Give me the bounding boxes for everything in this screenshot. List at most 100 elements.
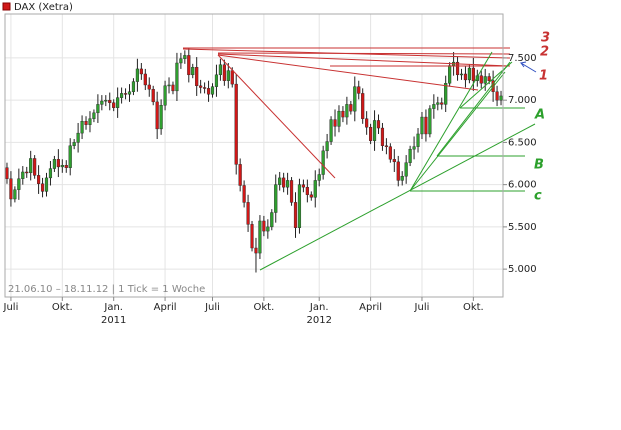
candle-body (361, 93, 365, 119)
candle-body (44, 177, 49, 192)
candle-body (52, 159, 56, 169)
trend-lines (182, 47, 537, 271)
candle-body (127, 91, 132, 95)
candle-body (365, 118, 369, 128)
candle-body (432, 104, 436, 109)
candle-body (135, 68, 139, 82)
candle-body (242, 185, 246, 203)
candle-body (270, 212, 274, 228)
candle-body (116, 97, 120, 108)
candle-body (60, 165, 64, 168)
y-tick-label: 6.500 (508, 137, 537, 148)
candle-body (487, 76, 491, 81)
candle-body (444, 83, 448, 105)
support-line (436, 61, 511, 157)
candle-body (191, 67, 195, 76)
candle-body (353, 86, 357, 112)
candle-body (155, 101, 159, 130)
candle-body (5, 167, 9, 179)
candle-body (258, 220, 262, 254)
candle-body (471, 67, 475, 81)
candle-body (305, 186, 309, 195)
candle-body (238, 164, 242, 186)
candle-body (289, 180, 294, 203)
support-line (409, 71, 506, 192)
x-tick-label: Juli (3, 302, 19, 313)
candle-body (13, 189, 17, 200)
candle-body (40, 183, 45, 192)
annotation: 2 (540, 45, 549, 60)
annotation: A (534, 108, 545, 123)
support-line (409, 51, 493, 192)
candle-body (274, 184, 278, 213)
candle-body (210, 86, 215, 95)
candle-body (412, 146, 416, 150)
candle-body (282, 177, 286, 188)
candle-body (369, 126, 373, 141)
candle-body (96, 104, 100, 114)
candle-body (25, 171, 29, 174)
candle-body (139, 68, 143, 75)
candle-body (313, 180, 317, 198)
candle-body (199, 85, 203, 88)
candle-body (286, 180, 290, 188)
candle-body (167, 84, 171, 87)
candle-body (195, 67, 199, 87)
x-tick-label: April (154, 302, 177, 313)
candle-body (84, 121, 88, 125)
x-tick-label: Jan. (103, 302, 123, 313)
candle-body (440, 102, 444, 105)
candle-body (448, 65, 452, 84)
candle-body (392, 159, 396, 163)
arrow (519, 61, 537, 73)
candle-body (171, 84, 175, 92)
x-year-label: 2011 (101, 315, 126, 326)
candle-body (416, 133, 420, 147)
candle-body (76, 132, 80, 143)
y-tick-label: 6.000 (508, 180, 537, 191)
candle-body (187, 55, 191, 76)
candle-body (230, 70, 234, 85)
y-tick-label: 5.000 (508, 264, 537, 275)
candle-body (21, 171, 25, 179)
x-year-label: 2012 (306, 315, 331, 326)
candle-body (100, 100, 104, 105)
candle-body (226, 70, 230, 81)
candle-body (143, 73, 147, 86)
candle-body (420, 116, 424, 135)
candle-body (72, 142, 76, 146)
annotation: 3 (541, 31, 550, 46)
candle-body (357, 86, 361, 94)
y-tick-label: 5.500 (508, 222, 537, 233)
candle-body (163, 85, 167, 106)
candle-body (218, 64, 222, 76)
plot-frame (4, 13, 504, 298)
candle-body (80, 121, 84, 134)
candle-body (151, 88, 155, 103)
candle-body (396, 161, 400, 181)
candle-body (384, 145, 388, 147)
candle-body (495, 91, 499, 101)
candle-body (293, 202, 298, 228)
candle-body (88, 118, 92, 125)
candle-body (29, 158, 33, 174)
candle-body (266, 226, 270, 232)
candle-body (321, 150, 325, 175)
candle-body (206, 88, 211, 95)
annotation: c (534, 189, 542, 204)
candle-body (250, 224, 254, 249)
x-tick-label: Okt. (52, 302, 73, 313)
candle-body (467, 67, 471, 81)
resistance-line (217, 53, 511, 67)
candle-body (459, 73, 464, 76)
candle-body (424, 116, 428, 135)
candle-body (92, 112, 96, 119)
chart-title: DAX (Xetra) (14, 2, 73, 13)
resistance-line (217, 54, 336, 179)
candle-body (499, 95, 503, 101)
candle-body (123, 93, 128, 95)
support-line (259, 123, 536, 271)
candle-body (131, 81, 136, 92)
candle-body (479, 75, 483, 84)
